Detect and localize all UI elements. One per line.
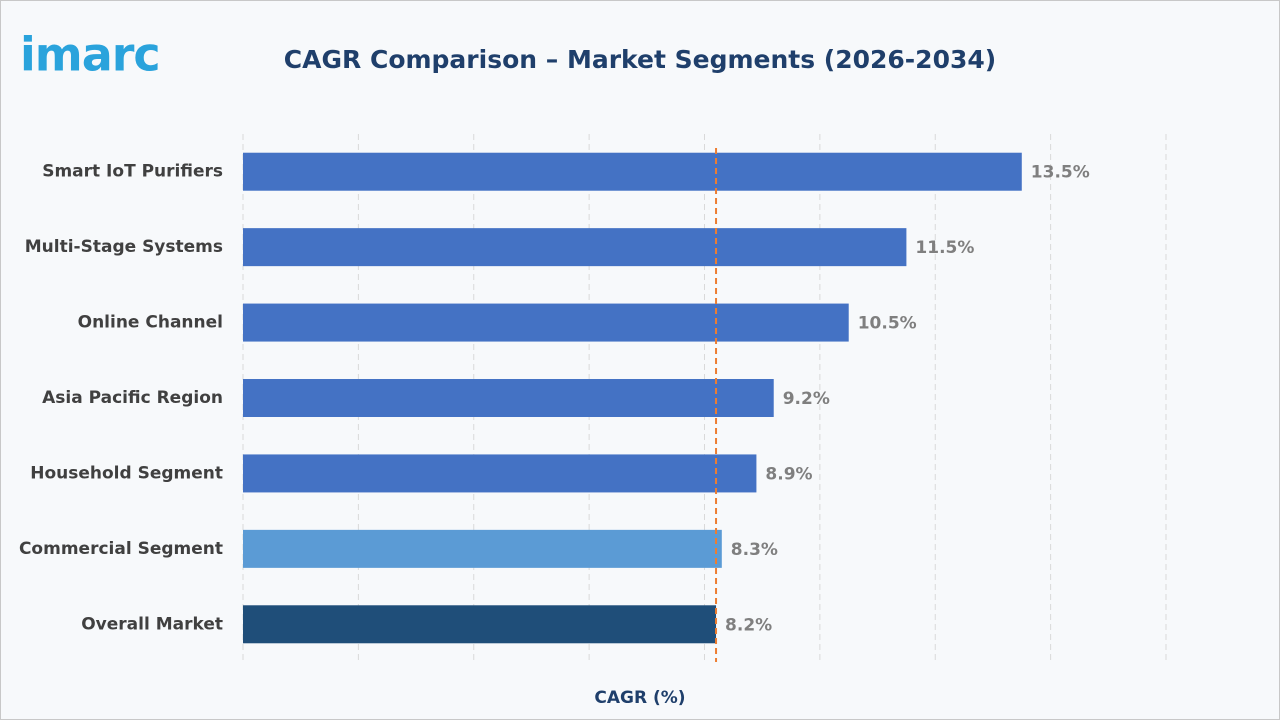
- logo: imarc: [20, 28, 160, 82]
- y-tick-label: Online Channel: [78, 313, 223, 333]
- value-label: 8.2%: [725, 615, 772, 635]
- value-label: 9.2%: [783, 389, 830, 409]
- bar: [243, 152, 1022, 191]
- value-label: 10.5%: [858, 314, 917, 334]
- y-tick-label: Smart IoT Purifiers: [42, 162, 223, 182]
- value-label: 8.9%: [765, 464, 812, 484]
- y-tick-label: Commercial Segment: [19, 539, 223, 559]
- bar: [243, 529, 722, 568]
- bar: [243, 454, 757, 493]
- bar: [243, 605, 717, 644]
- x-axis-label: CAGR (%): [594, 688, 685, 708]
- value-label: 8.3%: [731, 540, 778, 560]
- chart-title: CAGR Comparison – Market Segments (2026-…: [284, 45, 996, 74]
- bar: [243, 228, 907, 267]
- bar: [243, 303, 849, 342]
- bar: [243, 379, 774, 417]
- y-tick-label: Overall Market: [81, 614, 223, 634]
- y-tick-label: Asia Pacific Region: [42, 388, 223, 408]
- value-label: 11.5%: [915, 238, 974, 258]
- y-tick-label: Household Segment: [30, 463, 223, 483]
- value-label: 13.5%: [1031, 163, 1090, 183]
- y-tick-label: Multi-Stage Systems: [25, 237, 223, 257]
